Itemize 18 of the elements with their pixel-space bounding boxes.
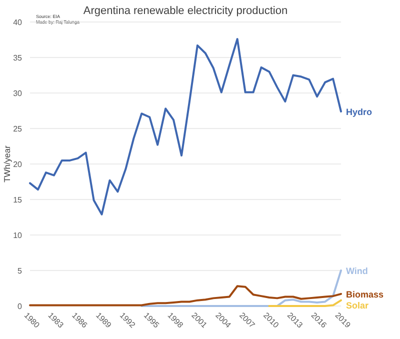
series-label: Biomass (346, 289, 384, 300)
y-tick-label: 10 (13, 231, 23, 240)
series-label: Hydro (346, 106, 373, 117)
line-series (140, 270, 342, 307)
y-tick-label: 15 (13, 196, 23, 204)
y-tick-label: 0 (18, 302, 23, 311)
series-label: Solar (346, 300, 370, 310)
y-tick-label: 30 (13, 89, 23, 98)
y-tick-label: 35 (13, 54, 23, 62)
series-label: Wind (346, 266, 368, 276)
chart-title: Argentina renewable electricity production (83, 5, 288, 17)
y-tick-label: 40 (13, 18, 23, 27)
y-tick-label: 20 (13, 160, 23, 169)
y-tick-label: 5 (18, 266, 23, 276)
y-axis-title: TWh/year (2, 145, 12, 182)
y-tick-label: 25 (13, 124, 23, 134)
line-series (29, 38, 342, 216)
line-series (29, 285, 342, 306)
